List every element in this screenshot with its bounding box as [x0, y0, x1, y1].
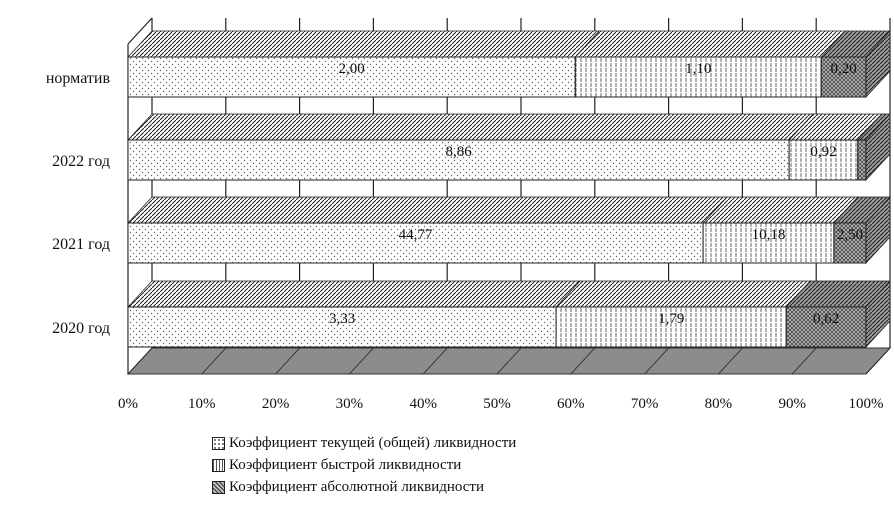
bar-segment: [127, 139, 790, 181]
legend-item: Коэффициент быстрой ликвидности: [212, 454, 516, 476]
bar-segment: [555, 306, 787, 348]
data-label: 1,10: [685, 61, 711, 77]
bar-group: 8,86 0,92: [127, 112, 891, 182]
data-label: 10,18: [752, 227, 786, 243]
floor-gridline: [349, 347, 374, 375]
x-tick-label: 100%: [849, 396, 884, 412]
data-label: 0,62: [813, 311, 839, 327]
data-label: 3,33: [329, 311, 355, 327]
data-label: 2,00: [339, 61, 365, 77]
floor-gridline: [644, 347, 669, 375]
bar-segment: [857, 139, 867, 181]
category-label: норматив: [46, 70, 111, 87]
legend-label: Коэффициент текущей (общей) ликвидности: [229, 435, 517, 451]
category-label: 2022 год: [52, 153, 110, 170]
x-tick-label: 80%: [705, 396, 733, 412]
bar-segment: [127, 56, 576, 98]
left-wall-line: [127, 17, 153, 45]
x-tick-label: 90%: [778, 396, 806, 412]
floor-gridline: [865, 347, 891, 375]
chart-legend: Коэффициент текущей (общей) ликвидности К…: [212, 432, 516, 498]
bar-segment: [127, 222, 704, 264]
data-label: 44,77: [399, 227, 433, 243]
floor-gridline: [127, 347, 153, 375]
bar-top-face: [555, 280, 812, 308]
floor-gridline: [570, 347, 596, 375]
floor-gridline: [201, 347, 227, 375]
bar-top-face: [127, 113, 815, 141]
legend-swatch: [212, 458, 225, 472]
legend-item: Коэффициент абсолютной ликвидности: [212, 476, 516, 498]
legend-item: Коэффициент текущей (общей) ликвидности: [212, 432, 516, 454]
bar-group: 2,00 1,10 0,20: [127, 29, 891, 99]
data-label: 8,86: [445, 144, 472, 160]
category-label: 2020 год: [52, 320, 110, 337]
x-tick-label: 60%: [557, 396, 585, 412]
x-tick-label: 40%: [409, 396, 437, 412]
floor-gridline: [791, 347, 817, 375]
bar-segment: [833, 222, 867, 264]
x-tick-label: 0%: [118, 396, 138, 412]
bar-top-face: [702, 196, 859, 224]
floor-gridline: [422, 347, 448, 375]
bar-group: 44,77 10,18 2,50: [127, 195, 891, 265]
x-tick-label: 50%: [483, 396, 511, 412]
x-tick-label: 10%: [188, 396, 216, 412]
data-label: 2,50: [837, 227, 863, 243]
bar-segment: [702, 222, 835, 264]
bar-group: 3,33 1,79 0,62: [127, 279, 891, 349]
bar-top-face: [127, 30, 601, 58]
legend-label: Коэффициент быстрой ликвидности: [229, 457, 462, 473]
bar-segment: [820, 56, 867, 98]
category-label: 2021 год: [52, 236, 110, 253]
bar-top-face: [127, 196, 729, 224]
legend-label: Коэффициент абсолютной ликвидности: [229, 479, 484, 495]
floor-gridline: [275, 347, 300, 375]
bar-top-face: [127, 280, 582, 308]
data-label: 0,92: [810, 144, 836, 160]
bar-top-face: [574, 30, 847, 58]
data-label: 0,20: [831, 61, 857, 77]
floor-gridline: [496, 347, 522, 375]
legend-swatch: [212, 480, 225, 494]
x-tick-label: 20%: [262, 396, 290, 412]
data-label: 1,79: [658, 311, 684, 327]
x-tick-label: 30%: [336, 396, 364, 412]
floor-gridline: [718, 347, 743, 375]
legend-swatch: [212, 436, 225, 450]
x-tick-label: 70%: [631, 396, 659, 412]
bar-segment: [785, 306, 867, 348]
bar-segment: [574, 56, 822, 98]
